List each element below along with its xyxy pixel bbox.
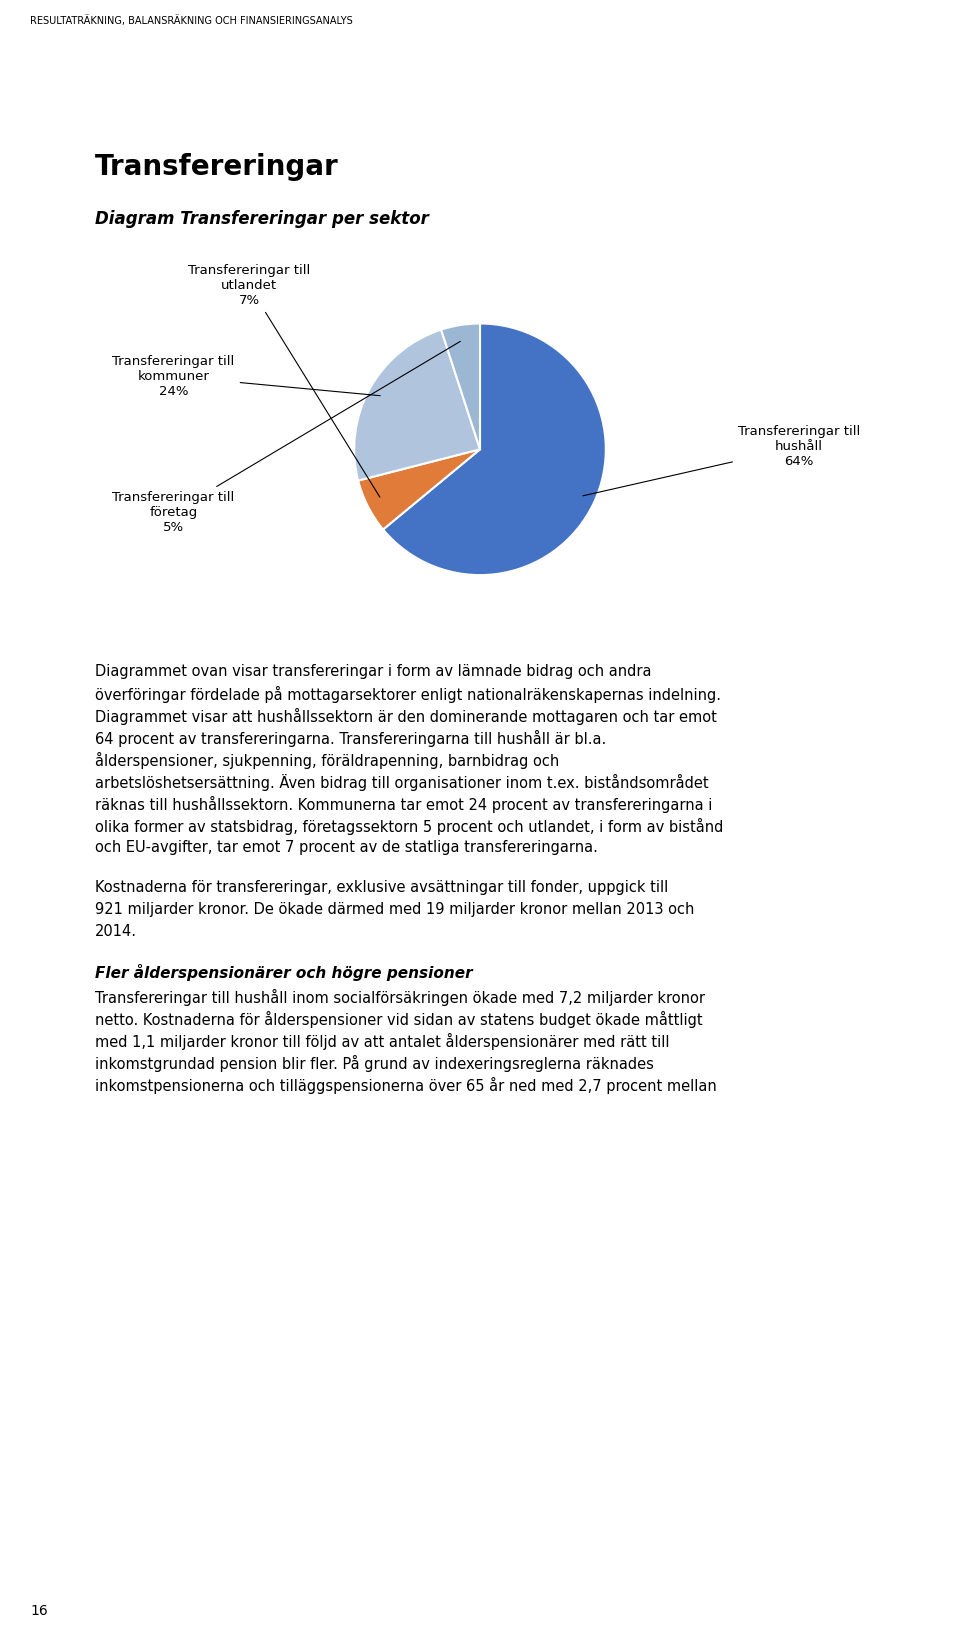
Text: Fler ålderspensionärer och högre pensioner: Fler ålderspensionärer och högre pension…	[95, 965, 472, 981]
Wedge shape	[358, 449, 480, 529]
Text: Transfereringar: Transfereringar	[95, 152, 339, 182]
Text: inkomstgrundad pension blir fler. På grund av indexeringsreglerna räknades: inkomstgrundad pension blir fler. På gru…	[95, 1055, 654, 1073]
Text: 64 procent av transfereringarna. Transfereringarna till hushåll är bl.a.: 64 procent av transfereringarna. Transfe…	[95, 731, 607, 747]
Text: räknas till hushållssektorn. Kommunerna tar emot 24 procent av transfereringarna: räknas till hushållssektorn. Kommunerna …	[95, 796, 712, 812]
Text: olika former av statsbidrag, företagssektorn 5 procent och utlandet, i form av b: olika former av statsbidrag, företagssek…	[95, 817, 724, 835]
Text: överföringar fördelade på mottagarsektorer enligt nationalräkenskapernas indelni: överföringar fördelade på mottagarsektor…	[95, 686, 721, 703]
Text: inkomstpensionerna och tilläggspensionerna över 65 år ned med 2,7 procent mellan: inkomstpensionerna och tilläggspensioner…	[95, 1078, 717, 1094]
Text: Transfereringar till
hushåll
64%: Transfereringar till hushåll 64%	[583, 426, 860, 496]
Text: Transfereringar till hushåll inom socialförsäkringen ökade med 7,2 miljarder kro: Transfereringar till hushåll inom social…	[95, 989, 705, 1006]
Text: Diagrammet ovan visar transfereringar i form av lämnade bidrag och andra: Diagrammet ovan visar transfereringar i …	[95, 663, 652, 680]
Text: och EU-avgifter, tar emot 7 procent av de statliga transfereringarna.: och EU-avgifter, tar emot 7 procent av d…	[95, 840, 598, 855]
Wedge shape	[383, 323, 606, 575]
Text: Kostnaderna för transfereringar, exklusive avsättningar till fonder, uppgick til: Kostnaderna för transfereringar, exklusi…	[95, 880, 668, 894]
Wedge shape	[354, 329, 480, 480]
Text: Diagram Transfereringar per sektor: Diagram Transfereringar per sektor	[95, 210, 429, 228]
Text: RESULTATRÄKNING, BALANSRÄKNING OCH FINANSIERINGSANALYS: RESULTATRÄKNING, BALANSRÄKNING OCH FINAN…	[30, 15, 352, 26]
Wedge shape	[442, 323, 480, 449]
Text: Diagrammet visar att hushållssektorn är den dominerande mottagaren och tar emot: Diagrammet visar att hushållssektorn är …	[95, 708, 717, 726]
Text: med 1,1 miljarder kronor till följd av att antalet ålderspensionärer med rätt ti: med 1,1 miljarder kronor till följd av a…	[95, 1034, 669, 1050]
Text: Transfereringar till
företag
5%: Transfereringar till företag 5%	[112, 341, 460, 534]
Text: arbetslöshetsersättning. Även bidrag till organisationer inom t.ex. biståndsområ: arbetslöshetsersättning. Även bidrag til…	[95, 775, 708, 791]
Text: 2014.: 2014.	[95, 924, 137, 939]
Text: Transfereringar till
utlandet
7%: Transfereringar till utlandet 7%	[188, 264, 380, 498]
Text: Transfereringar till
kommuner
24%: Transfereringar till kommuner 24%	[112, 355, 380, 398]
Text: 16: 16	[30, 1604, 48, 1618]
Text: ålderspensioner, sjukpenning, föräldrapenning, barnbidrag och: ålderspensioner, sjukpenning, föräldrape…	[95, 752, 560, 768]
Text: 921 miljarder kronor. De ökade därmed med 19 miljarder kronor mellan 2013 och: 921 miljarder kronor. De ökade därmed me…	[95, 903, 694, 917]
Text: netto. Kostnaderna för ålderspensioner vid sidan av statens budget ökade måttlig: netto. Kostnaderna för ålderspensioner v…	[95, 1011, 703, 1029]
